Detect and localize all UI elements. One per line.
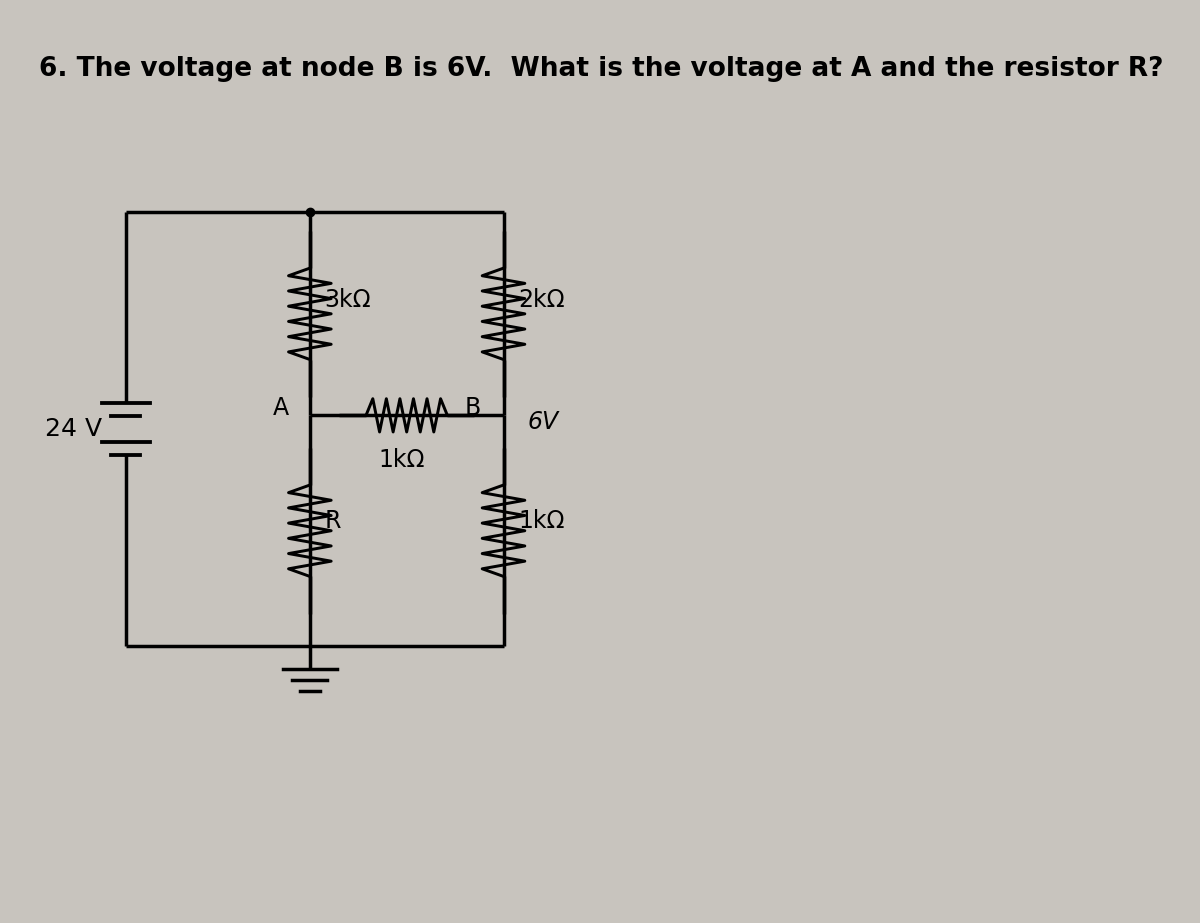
- Text: 1kΩ: 1kΩ: [518, 509, 564, 533]
- Text: 24 V: 24 V: [44, 417, 102, 441]
- Text: A: A: [272, 396, 288, 420]
- Text: 2kΩ: 2kΩ: [518, 288, 565, 312]
- Text: B: B: [464, 396, 481, 420]
- Text: 6. The voltage at node B is 6V.  What is the voltage at A and the resistor R?: 6. The voltage at node B is 6V. What is …: [38, 56, 1163, 82]
- Text: R: R: [324, 509, 341, 533]
- Text: 1kΩ: 1kΩ: [378, 448, 425, 472]
- Text: 6V: 6V: [528, 410, 559, 434]
- Text: 3kΩ: 3kΩ: [324, 288, 371, 312]
